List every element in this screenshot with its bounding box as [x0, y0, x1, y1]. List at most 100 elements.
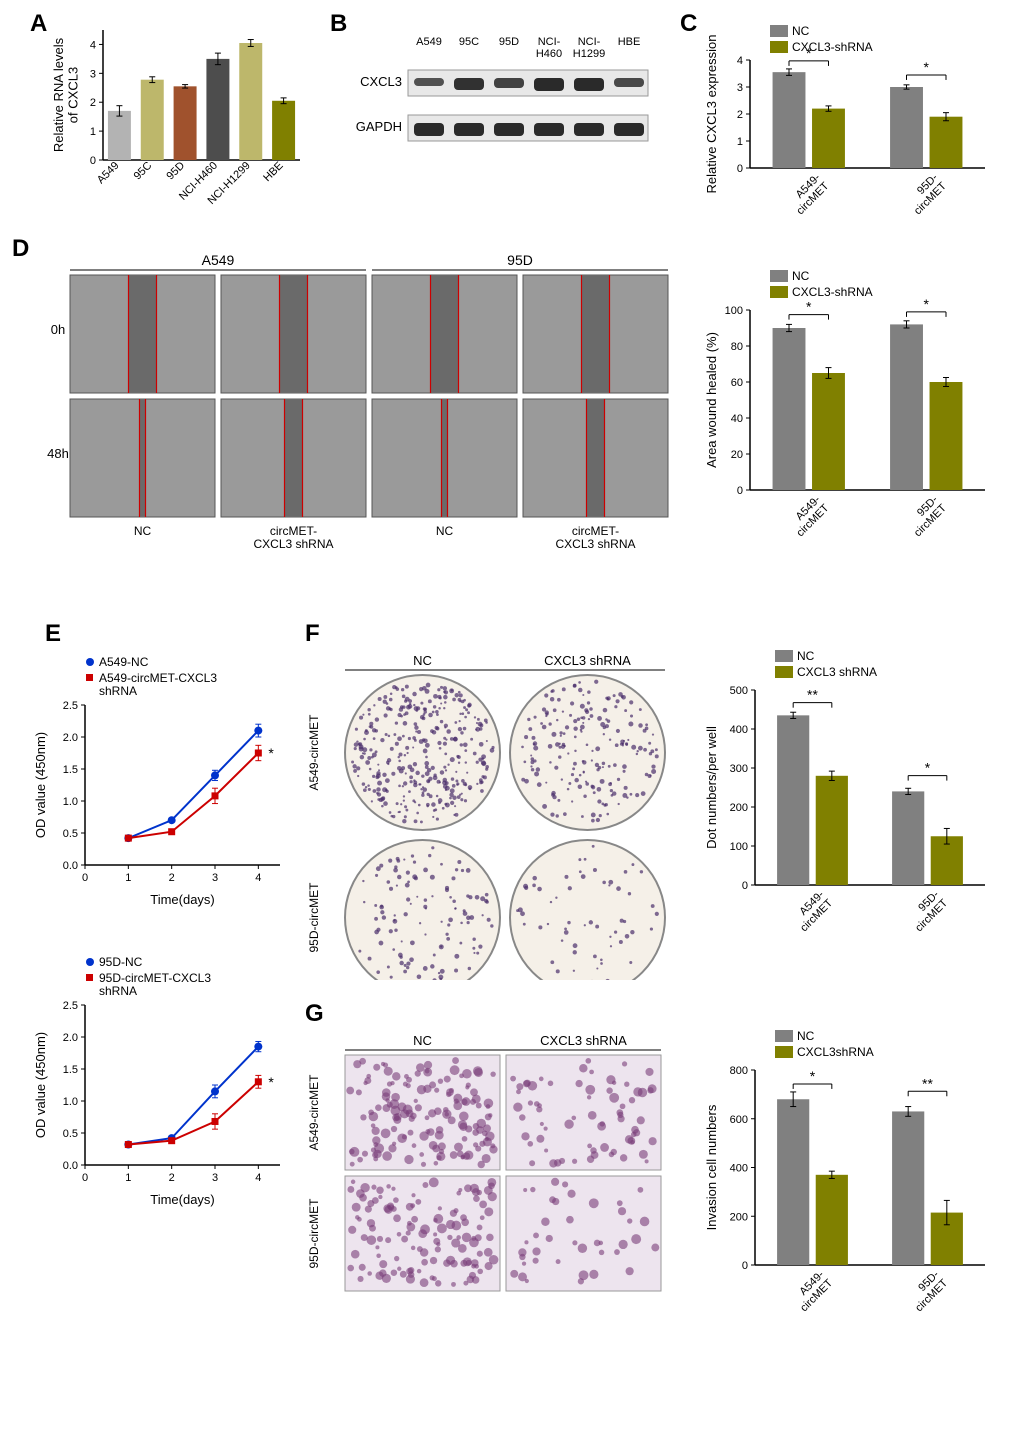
svg-text:3: 3	[90, 68, 96, 80]
svg-text:95D-circMET: 95D-circMET	[905, 1268, 951, 1314]
svg-text:300: 300	[730, 763, 748, 775]
svg-text:0.5: 0.5	[63, 828, 78, 840]
svg-text:NCI-H1299: NCI-H1299	[573, 36, 605, 60]
svg-text:0.0: 0.0	[63, 860, 78, 872]
svg-text:40: 40	[731, 413, 743, 425]
panel-g-label: G	[305, 1000, 324, 1028]
svg-text:CXCL3-shRNA: CXCL3-shRNA	[792, 285, 873, 299]
panel-c-label: C	[680, 10, 697, 38]
svg-text:60: 60	[731, 377, 743, 389]
svg-text:A549-circMET: A549-circMET	[786, 493, 832, 539]
svg-text:NC: NC	[134, 524, 152, 538]
svg-text:NC: NC	[797, 1029, 815, 1043]
svg-text:Relative CXCL3 expression: Relative CXCL3 expression	[704, 35, 719, 194]
svg-text:Time(days): Time(days)	[150, 1192, 215, 1207]
svg-text:2.5: 2.5	[63, 1000, 78, 1012]
svg-text:1: 1	[125, 1172, 131, 1184]
svg-text:80: 80	[731, 341, 743, 353]
svg-text:2.0: 2.0	[63, 732, 78, 744]
svg-text:1: 1	[90, 126, 96, 138]
svg-text:2.0: 2.0	[63, 1032, 78, 1044]
svg-text:NC: NC	[436, 524, 454, 538]
svg-text:0: 0	[742, 1260, 748, 1272]
svg-text:CXCL3 shRNA: CXCL3 shRNA	[544, 653, 631, 668]
svg-text:1: 1	[125, 872, 131, 884]
svg-text:A549-circMET-CXCL3shRNA: A549-circMET-CXCL3shRNA	[99, 671, 217, 698]
svg-text:100: 100	[730, 841, 748, 853]
svg-text:1.5: 1.5	[63, 1064, 78, 1076]
svg-text:4: 4	[255, 1172, 261, 1184]
svg-text:A549-circMET: A549-circMET	[307, 1074, 321, 1151]
svg-text:1.0: 1.0	[63, 796, 78, 808]
svg-text:circMET-CXCL3 shRNA: circMET-CXCL3 shRNA	[555, 524, 635, 551]
svg-text:95D: 95D	[499, 36, 519, 48]
svg-text:0: 0	[90, 155, 96, 167]
svg-text:800: 800	[730, 1065, 748, 1077]
svg-text:1.5: 1.5	[63, 764, 78, 776]
svg-text:2: 2	[737, 109, 743, 121]
svg-text:0: 0	[737, 485, 743, 497]
svg-text:1: 1	[737, 136, 743, 148]
svg-text:4: 4	[255, 872, 261, 884]
panel-b-label: B	[330, 10, 347, 38]
panel-g-chart: 0200400600800*A549-circMET**95D-circMETI…	[700, 1020, 990, 1340]
svg-text:**: **	[807, 687, 818, 703]
svg-text:0: 0	[742, 880, 748, 892]
svg-text:A549: A549	[95, 160, 122, 187]
svg-text:*: *	[924, 59, 930, 75]
panel-d-label: D	[12, 235, 29, 263]
svg-text:2.5: 2.5	[63, 700, 78, 712]
svg-text:0: 0	[737, 163, 743, 175]
panel-d-images: A54995D0h48hNCcircMET-CXCL3 shRNANCcircM…	[40, 250, 680, 580]
svg-text:A549-circMET: A549-circMET	[307, 714, 321, 791]
svg-text:Dot numbers/per well: Dot numbers/per well	[704, 726, 719, 849]
panel-c-chart: 01234*A549-circMET*95D-circMETRelative C…	[700, 20, 990, 230]
svg-text:OD value (450nm): OD value (450nm)	[33, 732, 48, 838]
svg-text:500: 500	[730, 685, 748, 697]
panel-f-label: F	[305, 620, 320, 648]
svg-text:95D: 95D	[164, 160, 187, 183]
panel-b-blot: A54995C95DNCI-H460NCI-H1299HBECXCL3GAPDH	[350, 30, 650, 180]
svg-text:Time(days): Time(days)	[150, 892, 215, 907]
svg-text:95D-circMET-CXCL3shRNA: 95D-circMET-CXCL3shRNA	[99, 971, 211, 998]
svg-text:A549-circMET: A549-circMET	[790, 888, 836, 934]
svg-text:*: *	[924, 296, 930, 312]
svg-text:3: 3	[212, 872, 218, 884]
svg-text:3: 3	[737, 82, 743, 94]
svg-text:100: 100	[725, 305, 743, 317]
svg-text:20: 20	[731, 449, 743, 461]
svg-text:A549-circMET: A549-circMET	[786, 171, 832, 217]
panel-a-chart: 01234A54995C95DNCI-H460NCI-H1299HBERelat…	[45, 20, 305, 220]
svg-text:95D-circMET: 95D-circMET	[905, 888, 951, 934]
svg-text:NCI-H460: NCI-H460	[536, 36, 562, 60]
svg-text:HBE: HBE	[618, 36, 641, 48]
svg-text:NC: NC	[792, 269, 810, 283]
svg-text:95D: 95D	[507, 252, 533, 268]
svg-text:95D-circMET: 95D-circMET	[903, 493, 949, 539]
svg-text:CXCL3: CXCL3	[360, 74, 402, 89]
svg-text:95D-circMET: 95D-circMET	[307, 882, 321, 953]
panel-e-chart-1: 0.0 0.5 1.0 1.5 2.0 2.5 0 1 2 3 4 * Time(days) OD val…	[30, 650, 290, 910]
svg-text:2: 2	[169, 872, 175, 884]
svg-text:A549: A549	[416, 36, 442, 48]
svg-text:CXCL3 shRNA: CXCL3 shRNA	[540, 1033, 627, 1048]
svg-text:400: 400	[730, 724, 748, 736]
svg-text:4: 4	[737, 55, 743, 67]
svg-text:200: 200	[730, 802, 748, 814]
svg-text:NC: NC	[797, 649, 815, 663]
svg-text:95C: 95C	[132, 160, 155, 183]
svg-text:0: 0	[82, 872, 88, 884]
svg-text:**: **	[922, 1075, 933, 1091]
svg-text:NC: NC	[413, 653, 432, 668]
svg-text:*: *	[806, 299, 812, 315]
svg-text:*: *	[268, 745, 274, 761]
svg-text:*: *	[810, 1068, 816, 1084]
svg-text:*: *	[268, 1074, 274, 1090]
svg-text:0.0: 0.0	[63, 1160, 78, 1172]
svg-text:*: *	[925, 760, 931, 776]
panel-g-images: NCCXCL3 shRNAA549-circMET95D-circMET	[300, 1030, 680, 1310]
svg-text:600: 600	[730, 1114, 748, 1126]
svg-text:CXCL3shRNA: CXCL3shRNA	[797, 1045, 874, 1059]
svg-text:95D-circMET: 95D-circMET	[903, 171, 949, 217]
svg-text:NC: NC	[413, 1033, 432, 1048]
